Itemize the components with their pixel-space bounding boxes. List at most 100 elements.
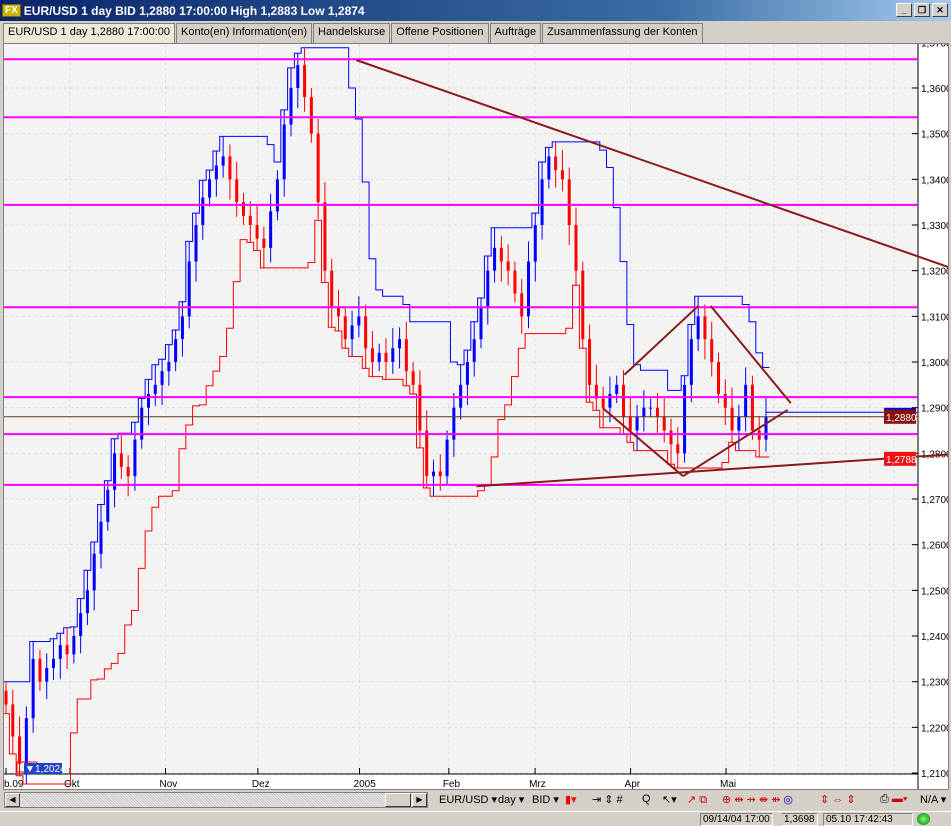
chart-toolbar: ◀ ▶ EUR/USD ▾ day ▾ BID ▾ ▮▾ ⇥ ⇕ # Q ↖▾ … bbox=[0, 791, 951, 810]
candle-body bbox=[357, 316, 361, 326]
connection-status-icon bbox=[917, 813, 930, 825]
close-button[interactable]: ✕ bbox=[932, 3, 948, 17]
current-price-marker bbox=[884, 407, 916, 411]
candle-body bbox=[113, 453, 117, 490]
clock: 05.10 17:42:43 bbox=[823, 813, 913, 826]
candle-body bbox=[642, 407, 646, 417]
candle-body bbox=[269, 211, 273, 248]
candle-body bbox=[72, 636, 76, 655]
candle-body bbox=[635, 416, 639, 431]
candle-body bbox=[133, 439, 137, 477]
x-tick-label: Okt bbox=[64, 779, 80, 789]
candle-body bbox=[425, 430, 429, 477]
x-tick-label: Feb bbox=[443, 779, 461, 789]
symbol-select[interactable]: EUR/USD ▾ bbox=[439, 794, 498, 806]
minimize-button[interactable]: _ bbox=[896, 3, 912, 17]
candle-body bbox=[452, 407, 456, 440]
low-marker-label: 1,2024 bbox=[35, 764, 66, 775]
candle-body bbox=[228, 156, 232, 180]
candle-body bbox=[486, 270, 490, 308]
candle-body bbox=[160, 371, 164, 385]
title-bar: FX EUR/USD 1 day BID 1,2880 17:00:00 Hig… bbox=[0, 0, 951, 21]
drawing-tools-icon[interactable]: ↗ ⧉ bbox=[687, 794, 708, 806]
y-tick-label: 1,2700 bbox=[921, 495, 948, 506]
y-tick-label: 1,3200 bbox=[921, 267, 948, 278]
candle-body bbox=[65, 645, 69, 655]
candle-body bbox=[31, 658, 35, 719]
candle-body bbox=[628, 416, 632, 431]
restore-button[interactable]: ❐ bbox=[914, 3, 930, 17]
period-select[interactable]: day ▾ bbox=[498, 794, 525, 806]
candle-body bbox=[689, 339, 693, 385]
y-tick-label: 1,2300 bbox=[921, 678, 948, 689]
na-select[interactable]: N/A ▾ bbox=[920, 794, 947, 806]
candle-body bbox=[554, 156, 558, 171]
indicator-tools-icon[interactable]: ⇕ ⇔ ⇕ bbox=[820, 794, 856, 806]
status-bar: 09/14/04 17:00 1,3698 05.10 17:42:43 bbox=[0, 811, 951, 826]
scale-tools-icon[interactable]: ⇥ ⇕ # bbox=[592, 794, 623, 806]
candle-body bbox=[622, 384, 625, 417]
candle-body bbox=[411, 371, 415, 385]
y-tick-label: 1,2400 bbox=[921, 632, 948, 643]
candle-body bbox=[723, 393, 727, 408]
candle-body bbox=[52, 658, 55, 668]
tab-account-summary[interactable]: Zusammenfassung der Konten bbox=[542, 23, 703, 43]
candle-body bbox=[506, 261, 510, 271]
horizontal-scrollbar[interactable]: ◀ ▶ bbox=[4, 792, 428, 808]
tab-orders[interactable]: Aufträge bbox=[489, 23, 542, 43]
candle-body bbox=[370, 348, 374, 362]
candle-body bbox=[126, 467, 130, 477]
tab-rates[interactable]: Handelskurse bbox=[313, 23, 391, 43]
candle-body bbox=[384, 352, 388, 362]
tab-chart[interactable]: EUR/USD 1 day 1,2880 17:00:00 bbox=[3, 23, 176, 43]
current-price-label-box bbox=[884, 409, 916, 424]
channel-lower-line bbox=[2, 219, 770, 785]
zoom-tools-icon[interactable]: ⊕ ⇹ ⇸ ⇼ ⇻ ◎ bbox=[722, 794, 793, 806]
trendline bbox=[356, 59, 951, 269]
tab-account-info[interactable]: Konto(en) Information(en) bbox=[176, 23, 312, 43]
trendline bbox=[476, 453, 951, 488]
candle-body bbox=[235, 179, 239, 203]
x-tick-label: 2005 bbox=[354, 779, 377, 789]
print-icon[interactable]: ⎙ ▬▾ bbox=[880, 793, 908, 805]
candle-body bbox=[262, 238, 266, 248]
candle-body bbox=[58, 645, 62, 659]
candle-body bbox=[180, 316, 184, 340]
y-tick-label: 1,3700 bbox=[921, 44, 948, 49]
candle-body bbox=[174, 339, 178, 362]
scroll-right-icon[interactable]: ▶ bbox=[412, 793, 427, 807]
candle-body bbox=[391, 348, 395, 362]
candle-body bbox=[445, 439, 449, 477]
candle-body bbox=[662, 416, 666, 431]
scroll-thumb[interactable] bbox=[385, 793, 411, 807]
candle-body bbox=[85, 590, 89, 614]
candle-body bbox=[119, 453, 123, 468]
candle-body bbox=[594, 384, 598, 399]
candle-body bbox=[547, 156, 551, 180]
q-button[interactable]: Q bbox=[642, 793, 651, 805]
y-tick-label: 1,2500 bbox=[921, 586, 948, 597]
candle-body bbox=[364, 316, 368, 349]
price-chart[interactable]: 1,2100 1,2200 1,2300 1,2400 1,2500 1,2600 1,27… bbox=[2, 38, 951, 790]
tab-open-positions[interactable]: Offene Positionen bbox=[391, 23, 489, 43]
scroll-left-icon[interactable]: ◀ bbox=[5, 793, 20, 807]
candle-body bbox=[187, 261, 191, 317]
candle-body bbox=[588, 339, 592, 385]
chart-type-icon[interactable]: ▮▾ bbox=[565, 794, 577, 806]
level-marker-label: 1,2788 bbox=[886, 455, 917, 466]
candle-body bbox=[615, 384, 619, 394]
candle-body bbox=[99, 521, 103, 554]
candle-body bbox=[289, 87, 293, 125]
candle-body bbox=[194, 224, 198, 262]
candle-body bbox=[106, 489, 110, 522]
candle-body bbox=[242, 202, 245, 216]
chart-area[interactable]: 1,2100 1,2200 1,2300 1,2400 1,2500 1,2600 1,27… bbox=[2, 38, 951, 790]
candle-body bbox=[581, 270, 585, 340]
y-tick-label: 1,2600 bbox=[921, 541, 948, 552]
candle-body bbox=[316, 133, 320, 203]
candle-body bbox=[493, 247, 497, 271]
cursor-tool-icon[interactable]: ↖▾ bbox=[662, 794, 677, 806]
candle-body bbox=[208, 179, 212, 198]
side-select[interactable]: BID ▾ bbox=[532, 794, 559, 806]
candle-body bbox=[323, 202, 327, 271]
